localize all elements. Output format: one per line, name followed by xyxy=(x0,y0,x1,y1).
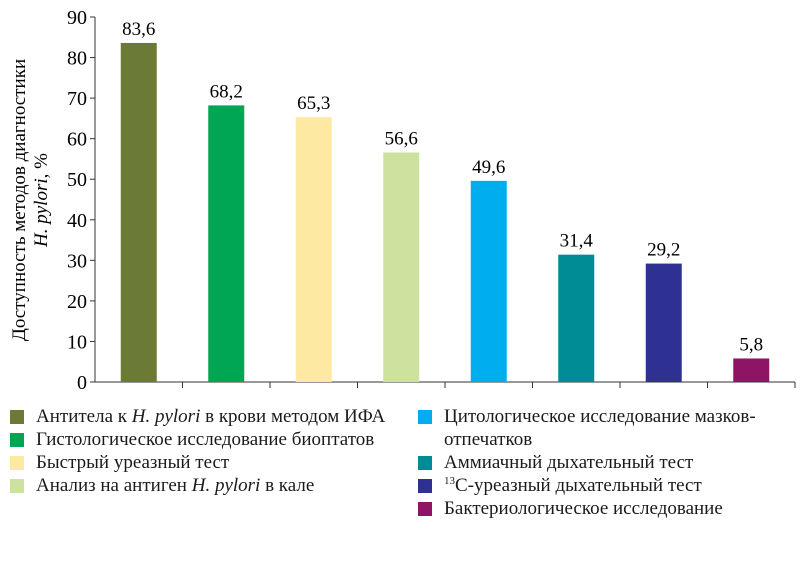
legend-item: Антитела к H. pylori в крови методом ИФА xyxy=(10,405,390,428)
y-tick-label: 80 xyxy=(67,48,87,70)
legend-swatch xyxy=(10,456,24,470)
legend-item: Анализ на антиген H. pylori в кале xyxy=(10,474,390,497)
legend-label: Аммиачный дыхательный тест xyxy=(444,452,694,473)
bar xyxy=(295,117,332,382)
bar xyxy=(383,152,420,382)
legend-item: Цитологическое исследование мазков-отпеч… xyxy=(418,405,798,451)
legend-left: Антитела к H. pylori в крови методом ИФА… xyxy=(10,405,390,497)
y-tick-label: 50 xyxy=(67,169,87,191)
legend-label: Анализ на антиген xyxy=(36,475,192,496)
legend-swatch xyxy=(418,410,432,424)
bar-value-label: 49,6 xyxy=(472,157,505,178)
y-tick-label: 60 xyxy=(67,129,87,151)
bar-value-label: 5,8 xyxy=(739,334,763,355)
bar xyxy=(645,263,682,382)
legend-item: Гистологическое исследование биоптатов xyxy=(10,428,390,451)
y-tick-label: 20 xyxy=(67,291,87,313)
bar xyxy=(120,42,157,382)
legend-label-italic: H. pylori xyxy=(131,406,201,427)
bar-value-label: 83,6 xyxy=(122,19,155,40)
bar xyxy=(558,254,595,382)
legend-swatch xyxy=(10,479,24,493)
legend-right: Цитологическое исследование мазков-отпеч… xyxy=(418,405,798,520)
bar-value-label: 56,6 xyxy=(385,128,418,149)
legend-label: Бактериологическое исследование xyxy=(444,498,723,519)
bar-value-label: 29,2 xyxy=(647,240,680,261)
legend-item: Бактериологическое исследование xyxy=(418,497,798,520)
legend-swatch xyxy=(418,502,432,516)
y-tick-label: 0 xyxy=(77,372,87,394)
legend-label: Быстрый уреазный тест xyxy=(36,452,230,473)
legend-label: С-уреазный дыхательный тест xyxy=(455,475,702,496)
y-axis-label-line1: Доступность методов диагностики xyxy=(9,59,30,341)
bar-value-label: 31,4 xyxy=(560,231,594,252)
legend-item: Быстрый уреазный тест xyxy=(10,451,390,474)
bar xyxy=(733,358,770,382)
y-tick-label: 10 xyxy=(67,331,87,353)
legend-label: Цитологическое исследование мазков-отпеч… xyxy=(444,406,756,450)
legend-item: Аммиачный дыхательный тест xyxy=(418,451,798,474)
y-axis-label-unit: , % xyxy=(31,153,52,179)
y-axis: 0 10 20 30 40 50 60 70 80 90 xyxy=(67,7,96,394)
y-axis-label-line2: H. pylori, % xyxy=(31,153,52,248)
y-tick-label: 70 xyxy=(67,88,87,110)
y-axis-label-italic: H. pylori xyxy=(31,178,52,248)
bar-chart: Доступность методов диагностики H. pylor… xyxy=(9,7,796,394)
bars: 83,6 68,2 65,3 56,6 49,6 31,4 29,2 5,8 xyxy=(120,19,770,383)
bar-value-label: 68,2 xyxy=(210,81,243,102)
bar xyxy=(470,180,507,382)
legend-label: Гистологическое исследование биоптатов xyxy=(36,429,375,450)
legend-superscript: 13 xyxy=(444,475,455,487)
bar xyxy=(208,105,245,383)
legend-label: в крови методом ИФА xyxy=(200,406,386,427)
legend-label: Антитела к xyxy=(36,406,132,427)
legend-label-italic: H. pylori xyxy=(191,475,261,496)
bar-value-label: 65,3 xyxy=(297,93,330,114)
y-tick-label: 40 xyxy=(67,210,87,232)
y-tick-label: 30 xyxy=(67,250,87,272)
legend-swatch xyxy=(418,456,432,470)
x-axis xyxy=(95,381,796,388)
legend-swatch xyxy=(10,433,24,447)
legend-swatch xyxy=(418,479,432,493)
legend-swatch xyxy=(10,410,24,424)
legend-label: в кале xyxy=(260,475,315,496)
legend-item: 13С-уреазный дыхательный тест xyxy=(418,474,798,497)
y-tick-label: 90 xyxy=(67,7,87,29)
